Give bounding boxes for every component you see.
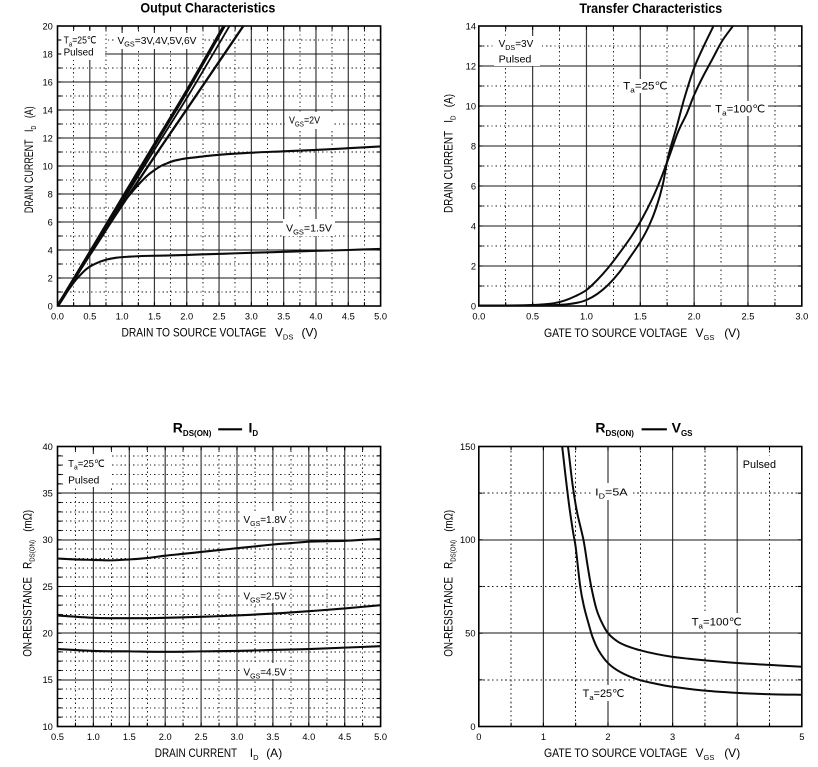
svg-text:VGS=4.5V: VGS=4.5V [244,667,287,681]
svg-text:VGS=2.5V: VGS=2.5V [244,591,287,605]
svg-text:2.5: 2.5 [195,732,208,742]
svg-text:(A): (A) [266,746,282,760]
svg-text:10: 10 [42,722,52,732]
svg-text:1.0: 1.0 [87,732,100,742]
svg-text:4: 4 [735,732,740,742]
svg-text:1.0: 1.0 [580,312,593,322]
svg-text:5: 5 [799,732,804,742]
svg-text:50: 50 [465,628,475,638]
svg-text:1.0: 1.0 [116,312,129,322]
svg-text:VGS=3V,4V,5V,6V: VGS=3V,4V,5V,6V [118,36,197,49]
svg-text:1.5: 1.5 [634,312,647,322]
svg-text:4.5: 4.5 [338,732,351,742]
svg-text:3.0: 3.0 [231,732,244,742]
svg-text:GATE TO SOURCE VOLTAGE: GATE TO SOURCE VOLTAGE [544,326,687,340]
svg-text:1: 1 [541,732,546,742]
svg-text:8: 8 [471,141,476,151]
svg-text:0.0: 0.0 [51,312,64,322]
svg-text:Ta=100℃: Ta=100℃ [715,104,765,118]
svg-text:Ta=100℃: Ta=100℃ [692,617,742,631]
svg-text:40: 40 [42,442,52,452]
svg-text:Ta=25℃: Ta=25℃ [68,458,105,472]
svg-text:Pulsed: Pulsed [499,55,532,66]
svg-text:0.5: 0.5 [51,732,64,742]
svg-text:35: 35 [42,488,52,498]
svg-text:DRAIN CURRENT ID (A): DRAIN CURRENT ID (A) [22,106,38,213]
svg-text:4.0: 4.0 [302,732,315,742]
svg-text:Ta=25℃: Ta=25℃ [623,81,667,95]
svg-text:VGS=1.8V: VGS=1.8V [244,514,287,528]
svg-text:4.5: 4.5 [342,312,355,322]
svg-text:100: 100 [460,535,476,545]
svg-text:2.5: 2.5 [742,312,755,322]
svg-text:0: 0 [470,722,475,732]
svg-text:ID=5A: ID=5A [595,488,627,501]
svg-text:2.5: 2.5 [213,312,226,322]
svg-text:150: 150 [460,442,476,452]
svg-text:VGS=2V: VGS=2V [289,116,320,129]
svg-text:0: 0 [471,301,476,311]
svg-text:5.0: 5.0 [374,312,387,322]
svg-text:Ta=25℃: Ta=25℃ [64,36,97,49]
svg-text:Pulsed: Pulsed [64,48,94,59]
svg-text:5.0: 5.0 [374,732,387,742]
svg-text:16: 16 [42,77,52,87]
svg-text:3.0: 3.0 [245,312,258,322]
svg-text:3.5: 3.5 [277,312,290,322]
svg-text:DRAIN CURRENT ID (A): DRAIN CURRENT ID (A) [442,94,458,213]
svg-text:Pulsed: Pulsed [743,459,776,471]
svg-text:4: 4 [48,245,53,255]
svg-text:3.0: 3.0 [795,312,808,322]
svg-text:6: 6 [48,217,53,227]
svg-text:ON-RESISTANCE RDS(ON) (mΩ): ON-RESISTANCE RDS(ON) (mΩ) [442,510,458,657]
svg-text:12: 12 [466,61,476,71]
svg-text:2.0: 2.0 [688,312,701,322]
svg-text:10: 10 [466,101,476,111]
svg-text:12: 12 [42,133,52,143]
svg-text:8: 8 [48,189,53,199]
svg-text:Output Characteristics: Output Characteristics [140,0,275,15]
svg-text:ID: ID [249,420,259,439]
svg-text:0: 0 [48,301,53,311]
svg-text:0.5: 0.5 [526,312,539,322]
svg-text:3.5: 3.5 [266,732,279,742]
svg-text:VDS=3V: VDS=3V [499,39,534,52]
svg-text:18: 18 [42,49,52,59]
svg-text:Pulsed: Pulsed [68,475,99,487]
svg-text:Transfer Characteristics: Transfer Characteristics [579,0,722,16]
svg-text:DRAIN TO SOURCE VOLTAGE: DRAIN TO SOURCE VOLTAGE [122,326,267,340]
svg-text:VGS=1.5V: VGS=1.5V [286,224,332,237]
svg-text:20: 20 [42,21,52,31]
svg-text:2: 2 [48,273,53,283]
svg-text:(V): (V) [724,746,740,760]
svg-text:DRAIN CURRENT: DRAIN CURRENT [155,746,238,760]
svg-text:6: 6 [471,181,476,191]
svg-text:20: 20 [42,628,52,638]
svg-text:ON-RESISTANCE RDS(ON) (mΩ): ON-RESISTANCE RDS(ON) (mΩ) [21,510,37,657]
svg-text:14: 14 [466,21,476,31]
svg-text:15: 15 [42,675,52,685]
svg-text:Ta=25℃: Ta=25℃ [583,688,625,702]
svg-text:(V): (V) [724,326,740,340]
svg-text:1.5: 1.5 [148,312,161,322]
svg-text:GATE TO SOURCE VOLTAGE: GATE TO SOURCE VOLTAGE [544,746,687,760]
svg-text:3: 3 [670,732,675,742]
svg-text:2: 2 [605,732,610,742]
svg-text:25: 25 [42,582,52,592]
svg-text:30: 30 [42,535,52,545]
svg-text:10: 10 [42,161,52,171]
svg-text:1.5: 1.5 [123,732,136,742]
svg-text:14: 14 [42,105,52,115]
svg-text:(V): (V) [302,326,318,340]
svg-text:ID: ID [250,746,259,762]
svg-text:0.0: 0.0 [472,312,485,322]
svg-text:0: 0 [476,732,481,742]
svg-text:4: 4 [471,221,476,231]
svg-text:4.0: 4.0 [310,312,323,322]
svg-text:2.0: 2.0 [180,312,193,322]
svg-text:0.5: 0.5 [83,312,96,322]
svg-text:2.0: 2.0 [159,732,172,742]
svg-text:2: 2 [471,261,476,271]
